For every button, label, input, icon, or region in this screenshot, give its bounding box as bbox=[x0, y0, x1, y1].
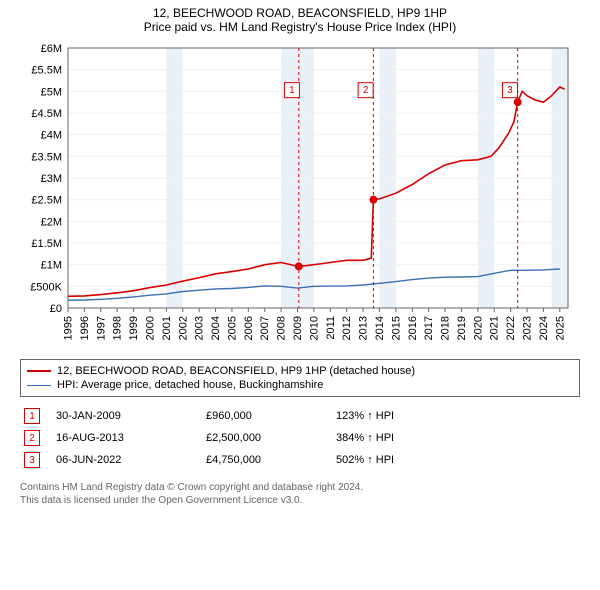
x-tick-label: 2019 bbox=[456, 316, 468, 340]
sale-point bbox=[369, 196, 377, 204]
y-tick-label: £0 bbox=[50, 303, 62, 315]
sale-number: 1 bbox=[289, 85, 295, 96]
sale-number: 3 bbox=[507, 85, 513, 96]
x-tick-label: 2011 bbox=[325, 316, 337, 340]
x-tick-label: 2023 bbox=[522, 316, 534, 340]
x-tick-label: 2004 bbox=[210, 316, 222, 340]
x-tick-label: 2002 bbox=[177, 316, 189, 340]
x-tick-label: 2006 bbox=[243, 316, 255, 340]
sales-row: 1 30-JAN-2009£960,000123% ↑ HPI bbox=[20, 405, 580, 427]
y-tick-label: £2.5M bbox=[31, 195, 62, 207]
chart-title-line1: 12, BEECHWOOD ROAD, BEACONSFIELD, HP9 1H… bbox=[0, 0, 600, 20]
chart-svg: £0 £500K £1M £1.5M £2M £2.5M £3M £3.5M £4M £4.5M £… bbox=[20, 38, 580, 348]
x-tick-label: 2000 bbox=[144, 316, 156, 340]
x-tick-label: 2018 bbox=[440, 316, 452, 340]
x-tick-label: 2014 bbox=[374, 316, 386, 340]
x-tick-label: 2016 bbox=[407, 316, 419, 340]
y-tick-label: £3M bbox=[41, 173, 62, 185]
sale-date: 16-AUG-2013 bbox=[56, 432, 206, 444]
footnote: Contains HM Land Registry data © Crown c… bbox=[20, 481, 580, 507]
x-tick-label: 1999 bbox=[128, 316, 140, 340]
x-tick-label: 1998 bbox=[112, 316, 124, 340]
legend-label: HPI: Average price, detached house, Buck… bbox=[57, 379, 323, 391]
y-tick-label: £5M bbox=[41, 86, 62, 98]
chart-area: £0 £500K £1M £1.5M £2M £2.5M £3M £3.5M £4M £4.5M £… bbox=[20, 38, 580, 353]
sale-date: 06-JUN-2022 bbox=[56, 454, 206, 466]
x-tick-label: 2017 bbox=[423, 316, 435, 340]
sale-point bbox=[295, 262, 303, 270]
x-tick-label: 2003 bbox=[194, 316, 206, 340]
legend-swatch bbox=[27, 385, 51, 386]
x-tick-label: 2007 bbox=[259, 316, 271, 340]
sale-price: £4,750,000 bbox=[206, 454, 336, 466]
y-tick-label: £5.5M bbox=[31, 65, 62, 77]
x-tick-label: 2010 bbox=[308, 316, 320, 340]
sale-price: £960,000 bbox=[206, 410, 336, 422]
legend: 12, BEECHWOOD ROAD, BEACONSFIELD, HP9 1H… bbox=[20, 359, 580, 397]
sale-hpi: 384% ↑ HPI bbox=[336, 432, 466, 444]
footnote-line1: Contains HM Land Registry data © Crown c… bbox=[20, 481, 580, 494]
sale-badge: 3 bbox=[24, 452, 40, 468]
x-tick-label: 2012 bbox=[341, 316, 353, 340]
legend-row: HPI: Average price, detached house, Buck… bbox=[27, 378, 573, 392]
x-tick-label: 2001 bbox=[161, 316, 173, 340]
sale-point bbox=[514, 98, 522, 106]
footnote-line2: This data is licensed under the Open Gov… bbox=[20, 494, 580, 507]
x-tick-label: 2008 bbox=[276, 316, 288, 340]
x-tick-label: 2020 bbox=[472, 316, 484, 340]
x-tick-label: 1997 bbox=[95, 316, 107, 340]
legend-label: 12, BEECHWOOD ROAD, BEACONSFIELD, HP9 1H… bbox=[57, 365, 415, 377]
legend-swatch bbox=[27, 370, 51, 372]
y-tick-label: £500K bbox=[30, 281, 62, 293]
sale-date: 30-JAN-2009 bbox=[56, 410, 206, 422]
sale-badge: 1 bbox=[24, 408, 40, 424]
sale-hpi: 502% ↑ HPI bbox=[336, 454, 466, 466]
x-tick-label: 1996 bbox=[79, 316, 91, 340]
y-tick-label: £4.5M bbox=[31, 108, 62, 120]
x-tick-label: 2009 bbox=[292, 316, 304, 340]
x-tick-label: 2025 bbox=[554, 316, 566, 340]
x-tick-label: 2013 bbox=[358, 316, 370, 340]
sale-number: 2 bbox=[363, 85, 369, 96]
sale-badge: 2 bbox=[24, 430, 40, 446]
chart-title-line2: Price paid vs. HM Land Registry's House … bbox=[0, 20, 600, 38]
x-tick-label: 1995 bbox=[63, 316, 75, 340]
y-tick-label: £1M bbox=[41, 260, 62, 272]
legend-row: 12, BEECHWOOD ROAD, BEACONSFIELD, HP9 1H… bbox=[27, 364, 573, 378]
sales-table: 1 30-JAN-2009£960,000123% ↑ HPI 2 16-AUG-20… bbox=[20, 405, 580, 471]
sales-row: 2 16-AUG-2013£2,500,000384% ↑ HPI bbox=[20, 427, 580, 449]
y-tick-label: £3.5M bbox=[31, 151, 62, 163]
y-tick-label: £4M bbox=[41, 130, 62, 142]
sale-price: £2,500,000 bbox=[206, 432, 336, 444]
y-tick-label: £6M bbox=[41, 43, 62, 55]
x-tick-label: 2015 bbox=[390, 316, 402, 340]
x-tick-label: 2024 bbox=[538, 316, 550, 340]
sale-hpi: 123% ↑ HPI bbox=[336, 410, 466, 422]
page: 12, BEECHWOOD ROAD, BEACONSFIELD, HP9 1H… bbox=[0, 0, 600, 590]
y-tick-label: £2M bbox=[41, 216, 62, 228]
y-tick-label: £1.5M bbox=[31, 238, 62, 250]
x-tick-label: 2005 bbox=[226, 316, 238, 340]
sales-row: 3 06-JUN-2022£4,750,000502% ↑ HPI bbox=[20, 449, 580, 471]
x-tick-label: 2021 bbox=[489, 316, 501, 340]
x-tick-label: 2022 bbox=[505, 316, 517, 340]
